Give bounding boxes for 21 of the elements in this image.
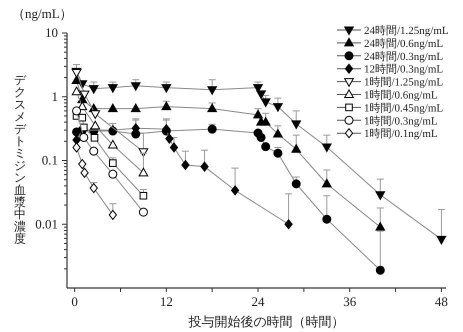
legend-label: 24時間/0.3ng/mL <box>364 50 444 63</box>
x-tick-label: 48 <box>434 294 448 309</box>
y-tick-label: 0.01 <box>35 216 58 232</box>
x-tick-label: 24 <box>252 294 266 309</box>
legend-label: 24時間/1.25ng/mL <box>364 24 449 37</box>
text: デクスメデトミジン血漿中濃度 <box>14 73 26 246</box>
legend-label: 1時間/0.3ng/mL <box>364 114 438 128</box>
legend-label: 1時間/1.25ng/mL <box>364 76 444 89</box>
x-tick-label: 36 <box>343 294 357 309</box>
legend-label: 1時間/0.1ng/mL <box>364 127 438 140</box>
x-tick-label: 12 <box>160 294 173 309</box>
x-axis-title: 投与開始後の時間（時間） <box>188 314 344 329</box>
text: （ng/mL） <box>12 6 73 21</box>
x-tick-label: 0 <box>71 294 78 309</box>
y-tick-label: 1 <box>52 88 58 104</box>
legend-label: 12時間/0.3ng/mL <box>364 62 444 76</box>
legend-label: 1時間/0.6ng/mL <box>364 88 438 102</box>
y-tick-label: 0.1 <box>42 152 58 168</box>
legend-label: 1時間/0.45ng/mL <box>364 101 444 114</box>
y-tick-label: 10 <box>45 25 58 40</box>
legend-label: 24時間/0.6ng/mL <box>364 36 444 50</box>
